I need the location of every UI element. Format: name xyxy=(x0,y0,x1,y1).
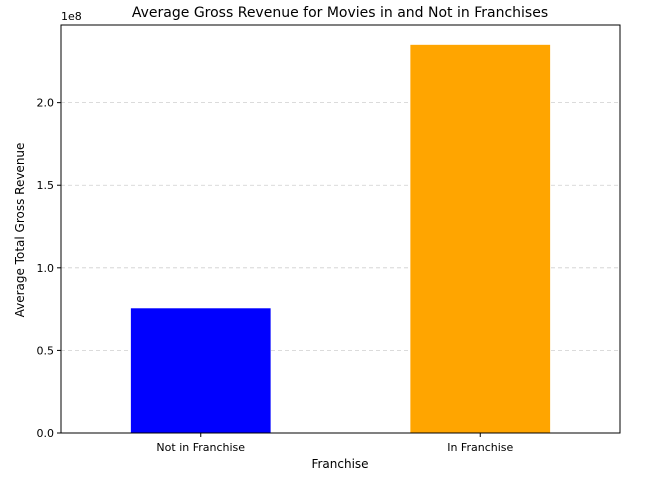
plot-frame xyxy=(60,24,621,434)
x-axis-label: Franchise xyxy=(311,457,368,471)
y-tick-label: 2.0 xyxy=(37,97,55,110)
x-tick-label: In Franchise xyxy=(447,441,513,454)
y-axis-label: Average Total Gross Revenue xyxy=(13,143,27,318)
bar xyxy=(410,44,551,433)
bars xyxy=(130,44,551,433)
y-tick-label: 0.0 xyxy=(37,427,55,440)
x-axis-ticks: Not in Franchise In Franchise xyxy=(156,433,513,454)
chart-title: Average Gross Revenue for Movies in and … xyxy=(132,5,548,21)
y-tick-label: 1.0 xyxy=(37,262,55,275)
y-axis-offset-label: 1e8 xyxy=(61,10,82,23)
x-tick-label: Not in Franchise xyxy=(156,441,245,454)
y-tick-label: 1.5 xyxy=(37,179,55,192)
y-tick-label: 0.5 xyxy=(37,344,55,357)
y-axis-ticks: 0.0 0.5 1.0 1.5 2.0 xyxy=(37,97,61,440)
bar xyxy=(130,308,271,433)
